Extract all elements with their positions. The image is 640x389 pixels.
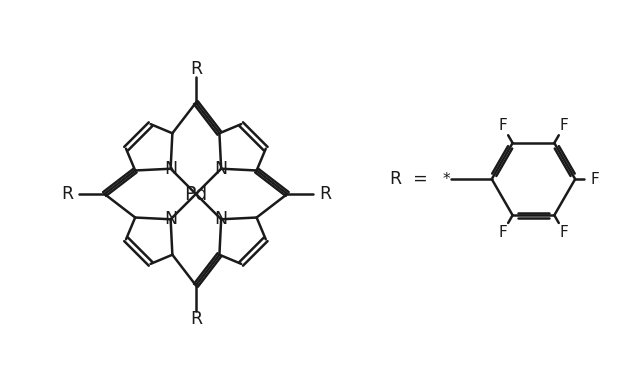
Text: N: N [164, 210, 177, 228]
Text: Pd: Pd [184, 184, 207, 203]
Text: R: R [190, 60, 202, 78]
Text: *: * [442, 172, 450, 187]
Text: N: N [164, 160, 177, 178]
Text: N: N [214, 210, 228, 228]
Text: R: R [190, 310, 202, 328]
Text: F: F [560, 225, 568, 240]
Text: F: F [560, 118, 568, 133]
Text: F: F [591, 172, 600, 187]
Text: F: F [499, 118, 507, 133]
Text: R: R [61, 185, 73, 203]
Text: R: R [319, 185, 331, 203]
Text: N: N [214, 160, 228, 178]
Text: R  =: R = [390, 170, 428, 188]
Text: F: F [499, 225, 507, 240]
